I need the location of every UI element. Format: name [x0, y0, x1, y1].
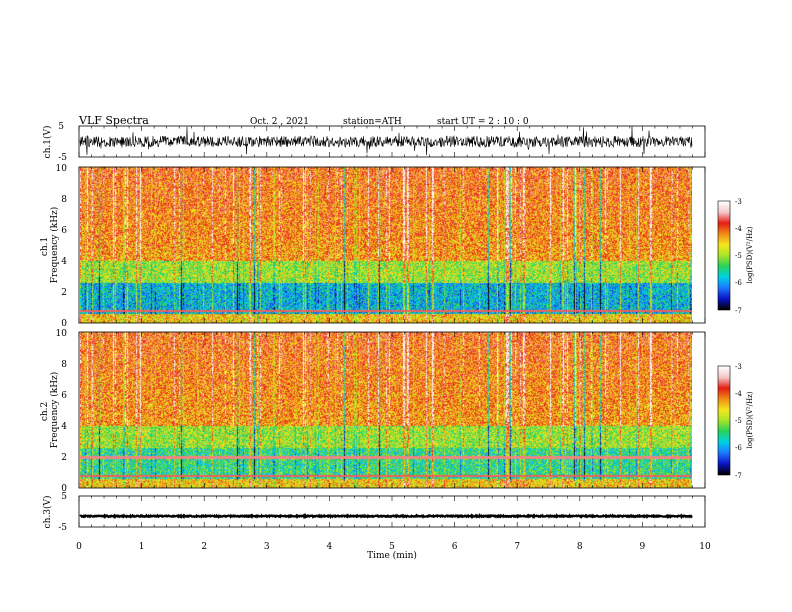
time-tick-label: 4: [327, 542, 333, 552]
time-tick-label: 3: [264, 542, 270, 552]
ch3-ytick-top: 5: [61, 492, 67, 502]
time-tick-label: 6: [452, 542, 458, 552]
ch1-cb-tick-m5: -5: [735, 252, 742, 260]
ch1-ytick-top: 5: [58, 122, 64, 132]
time-tick-label: 2: [201, 542, 207, 552]
time-tick-label: 1: [139, 542, 145, 552]
ch2-cb-tick-m5: -5: [735, 417, 742, 425]
ch1-ytick-bottom: -5: [58, 153, 67, 163]
ch2-colorbar-image: [718, 366, 730, 475]
time-axis-tick-labels: 0 1 2 3 4 5 6 7 8 9 10: [76, 542, 711, 552]
ch1-spectrogram-panel: 0 2 4 6 8 10 ch.1 Frequency (kHz) -3 -4 …: [40, 164, 754, 329]
ch1-freq-tick-0: 0: [61, 319, 67, 329]
start-time-label: start UT = 2 : 10 : 0: [437, 117, 529, 127]
ch1-freq-tick-6: 6: [61, 226, 67, 236]
ch2-colorbar-frame: [717, 365, 731, 476]
ch1-colorbar-frame: [717, 200, 731, 311]
ch1-ylabel-line2: Frequency (kHz): [49, 207, 60, 284]
ch1-colorbar-label: log(PSD)(V²/Hz): [746, 226, 754, 283]
ch2-freq-tick-6: 6: [61, 391, 67, 401]
ch2-spectrogram-image: [80, 332, 692, 488]
ch2-freq-tick-2: 2: [61, 453, 67, 463]
time-tick-label: 7: [514, 542, 520, 552]
date-label: Oct. 2 , 2021: [250, 117, 309, 127]
ch1-ylabel-line1: ch.1: [40, 237, 50, 256]
ch2-ylabel-line2: Frequency (kHz): [49, 372, 60, 449]
time-tick-label: 10: [699, 542, 711, 552]
ch3-waveform-trace: [79, 513, 693, 520]
ch1-spectrogram-ylabel: ch.1 Frequency (kHz): [40, 207, 60, 284]
ch2-colorbar-label: log(PSD)(V²/Hz): [746, 391, 754, 448]
ch2-spectrogram-panel: 0 2 4 6 8 10 ch.2 Frequency (kHz) -3 -4 …: [40, 329, 754, 494]
ch1-freq-tick-10: 10: [56, 164, 68, 174]
time-tick-label: 9: [640, 542, 646, 552]
station-label: station=ATH: [343, 117, 402, 127]
ch2-cb-tick-m7: -7: [735, 472, 742, 480]
time-tick-label: 5: [389, 542, 395, 552]
ch2-spectrogram-ylabel: ch.2 Frequency (kHz): [40, 372, 60, 449]
time-axis-label: Time (min): [367, 550, 417, 561]
ch1-cb-tick-m6: -6: [735, 279, 742, 287]
ch1-waveform-ylabel: ch.1(V): [42, 126, 53, 159]
time-tick-label: 8: [577, 542, 583, 552]
time-axis-ticks: [78, 126, 706, 527]
ch2-cb-tick-m3: -3: [735, 363, 742, 371]
ch1-cb-tick-m3: -3: [735, 198, 742, 206]
ch1-waveform-trace: [79, 125, 693, 156]
ch1-cb-tick-m4: -4: [735, 225, 742, 233]
ch3-waveform-ylabel: ch.3(V): [42, 496, 53, 529]
ch2-cb-tick-m4: -4: [735, 390, 742, 398]
ch2-freq-tick-10: 10: [56, 329, 68, 339]
ch1-colorbar-image: [718, 201, 730, 310]
ch1-freq-tick-2: 2: [61, 288, 67, 298]
ch2-ylabel-line1: ch.2: [40, 402, 50, 421]
ch1-cb-tick-m7: -7: [735, 307, 742, 315]
ch2-freq-tick-4: 4: [61, 422, 67, 432]
ch3-ytick-bottom: -5: [58, 523, 67, 533]
ch1-freq-tick-8: 8: [61, 195, 67, 205]
ch2-freq-tick-0: 0: [61, 484, 67, 494]
ch2-cb-tick-m6: -6: [735, 444, 742, 452]
ch1-freq-tick-4: 4: [61, 257, 67, 267]
time-tick-label: 0: [76, 542, 82, 552]
ch1-spectrogram-image: [80, 167, 692, 323]
figure-title: VLF Spectra: [78, 114, 149, 127]
ch2-freq-tick-8: 8: [61, 360, 67, 370]
